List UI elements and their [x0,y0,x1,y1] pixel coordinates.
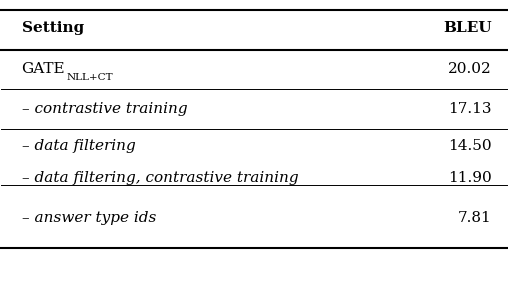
Text: 14.50: 14.50 [448,139,491,153]
Text: 17.13: 17.13 [448,102,491,116]
Text: 7.81: 7.81 [458,211,491,225]
Text: – answer type ids: – answer type ids [22,211,156,225]
Text: GATE: GATE [22,62,65,76]
Text: 11.90: 11.90 [448,171,491,185]
Text: BLEU: BLEU [443,21,491,35]
Text: – data filtering: – data filtering [22,139,135,153]
Text: Setting: Setting [22,21,84,35]
Text: NLL+CT: NLL+CT [66,73,113,82]
Text: – contrastive training: – contrastive training [22,102,187,116]
Text: – data filtering, contrastive training: – data filtering, contrastive training [22,171,298,185]
Text: 20.02: 20.02 [448,62,491,76]
